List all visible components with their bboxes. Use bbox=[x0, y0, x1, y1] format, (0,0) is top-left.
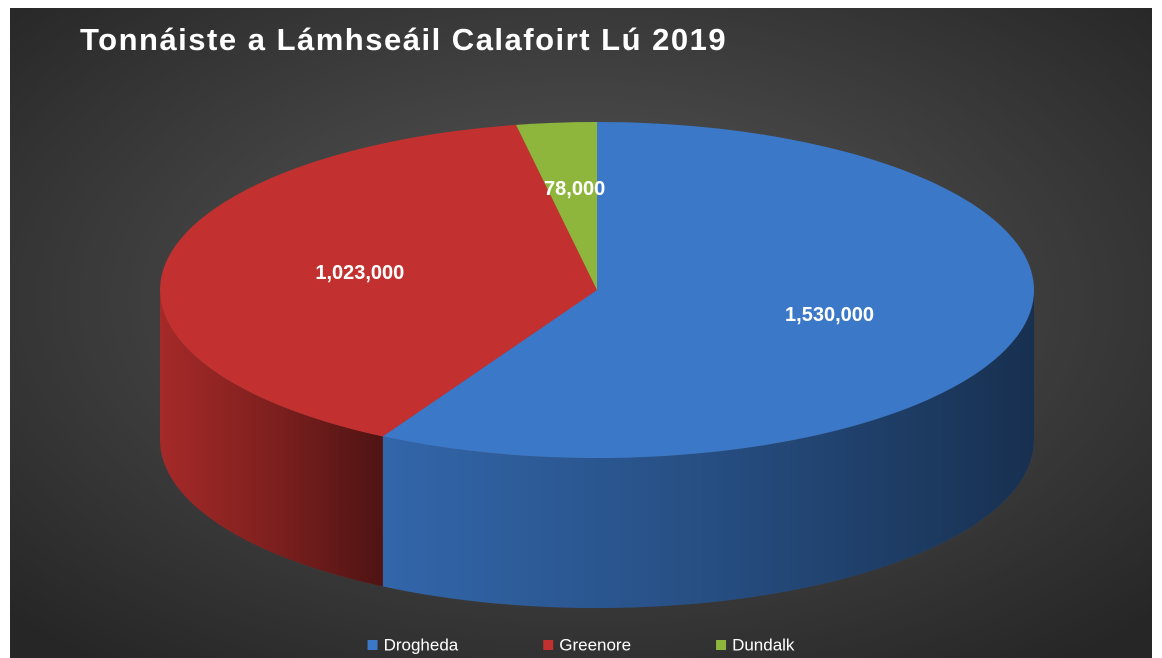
legend-swatch bbox=[716, 640, 727, 650]
legend-label: Drogheda bbox=[384, 635, 459, 654]
data-label: 1,530,000 bbox=[785, 304, 874, 326]
slice-side-shade bbox=[160, 290, 383, 587]
legend-label: Dundalk bbox=[732, 635, 795, 654]
legend-label: Greenore bbox=[559, 635, 631, 654]
pie-sides bbox=[160, 290, 1034, 608]
legend-swatch bbox=[543, 640, 554, 650]
data-label: 78,000 bbox=[544, 178, 605, 200]
slice bbox=[516, 122, 597, 290]
slice bbox=[159, 124, 597, 437]
legend: Drogheda Greenore Dundalk bbox=[367, 635, 795, 654]
legend-swatch bbox=[367, 640, 378, 650]
slice bbox=[382, 122, 1034, 458]
data-label: 1,023,000 bbox=[315, 262, 404, 284]
pie-tops bbox=[159, 122, 1034, 458]
data-labels: 1,530,000 1,023,000 78,000 bbox=[315, 178, 874, 326]
slice-side-shade bbox=[382, 290, 1034, 608]
chart-title: Tonnáiste a Lámhseáil Calafoirt Lú 2019 bbox=[80, 22, 727, 57]
